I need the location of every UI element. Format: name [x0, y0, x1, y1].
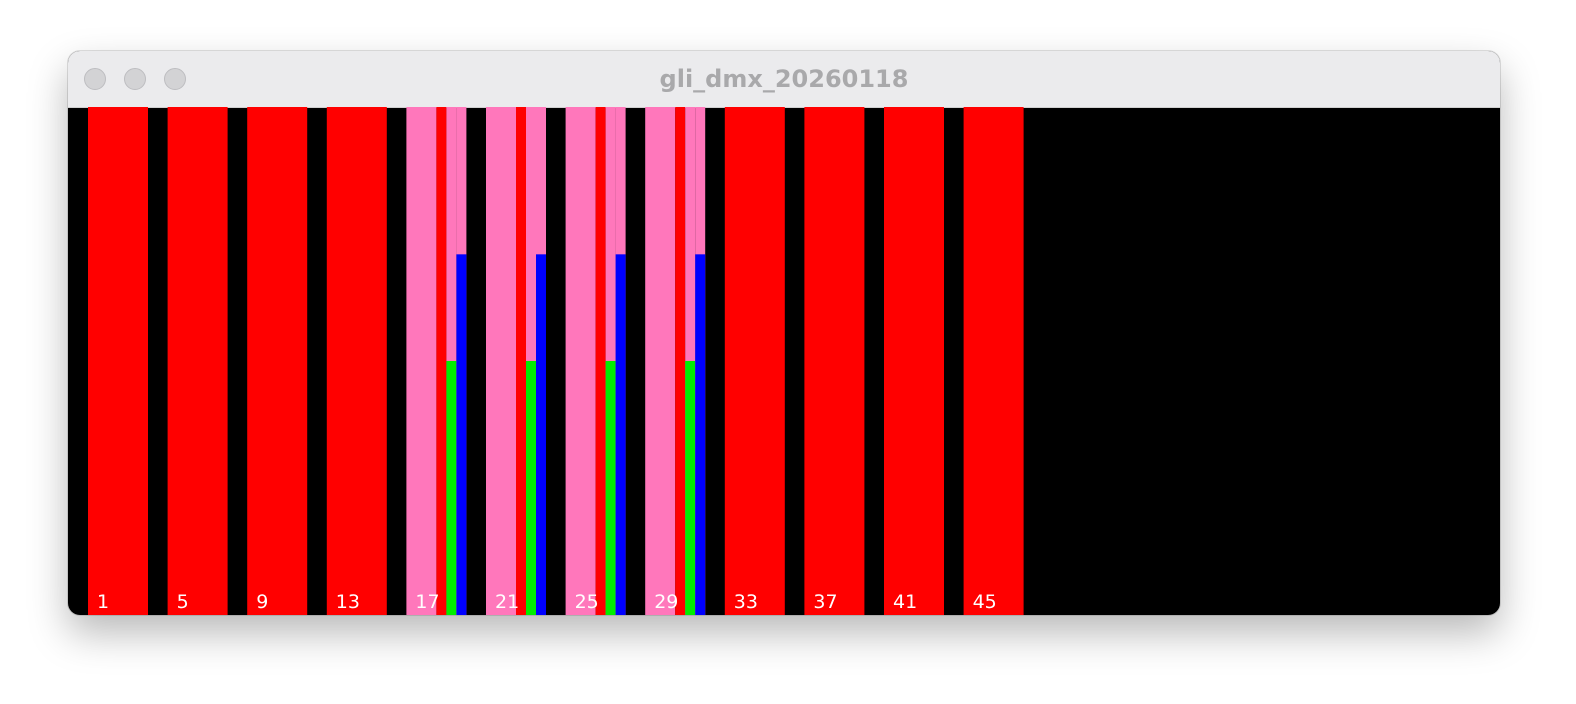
channel-bar — [247, 107, 308, 615]
title-bar: gli_dmx_20260118 — [68, 51, 1500, 108]
channel-bar — [565, 107, 596, 615]
channel-label: 45 — [973, 591, 997, 613]
channel-bar — [804, 107, 865, 615]
zoom-button[interactable] — [164, 68, 186, 90]
channel-view: 1 5 9 13 17 21 25 29 33 37 41 45 — [88, 107, 1024, 615]
channel-bar — [685, 361, 696, 615]
channel-label: 13 — [336, 591, 360, 613]
channel-bar — [406, 107, 437, 615]
channel-bar — [884, 107, 944, 615]
channel-label: 9 — [256, 591, 268, 613]
window: gli_dmx_20260118 1 5 9 13 17 21 25 29 33 37 41 45 — [68, 51, 1500, 615]
close-button[interactable] — [84, 68, 106, 90]
channel-bar — [456, 254, 467, 615]
channel-bar — [326, 107, 387, 615]
window-title: gli_dmx_20260118 — [659, 65, 909, 93]
minimize-button[interactable] — [124, 68, 146, 90]
channel-label: 37 — [813, 591, 837, 613]
channel-bar — [88, 107, 148, 615]
channel-bar — [695, 254, 706, 615]
channel-label: 21 — [495, 591, 519, 613]
channel-bar — [536, 254, 546, 615]
channel-bar — [595, 107, 606, 615]
channel-label: 17 — [415, 591, 439, 613]
channel-label: 1 — [97, 591, 109, 613]
channel-bar — [446, 361, 457, 615]
channel-bar — [675, 107, 686, 615]
channel-bar — [486, 107, 516, 615]
channel-bar — [645, 107, 676, 615]
channel-bar — [436, 107, 447, 615]
channel-bar — [724, 107, 785, 615]
channel-bar — [615, 254, 626, 615]
channel-label: 25 — [575, 591, 599, 613]
channel-bar — [167, 107, 228, 615]
channel-label: 33 — [734, 591, 758, 613]
channel-label: 29 — [654, 591, 678, 613]
channel-label: 41 — [893, 591, 917, 613]
channel-label: 5 — [177, 591, 189, 613]
channel-bar — [526, 361, 536, 615]
channel-bar — [516, 107, 526, 615]
channel-bar — [963, 107, 1024, 615]
channel-bar — [605, 361, 616, 615]
